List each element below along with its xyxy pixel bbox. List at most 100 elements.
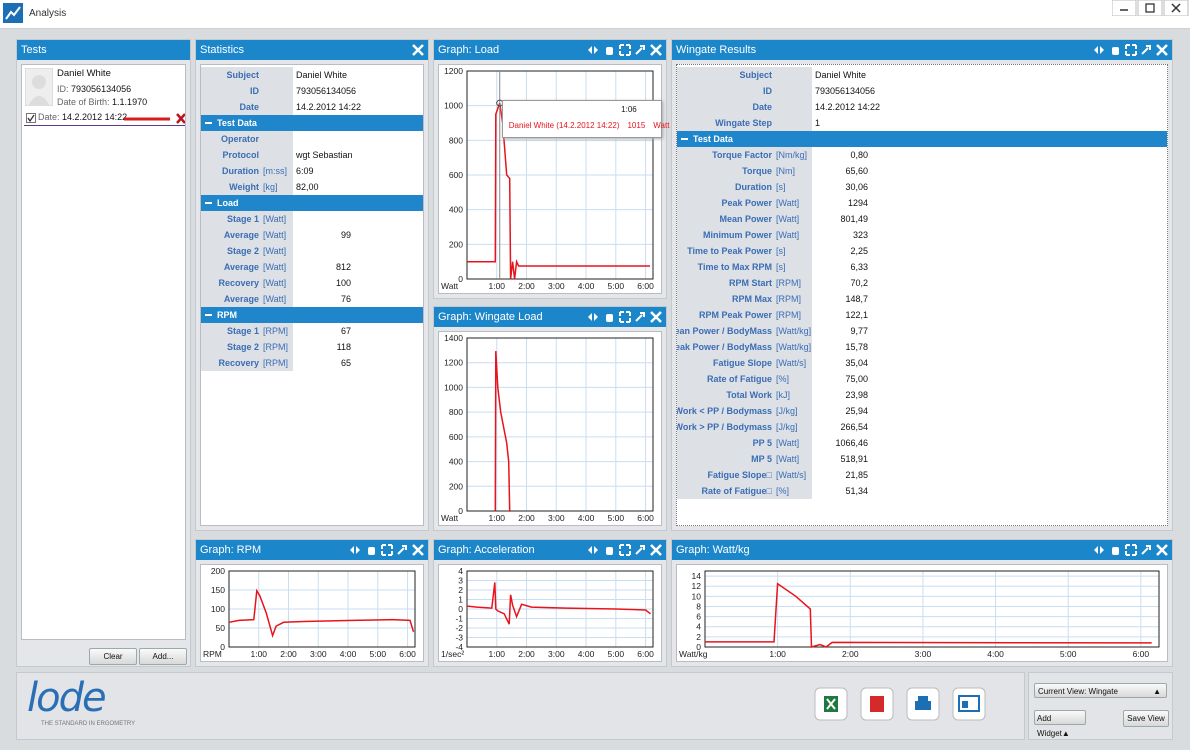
y-tick-label: 1000: [444, 382, 463, 392]
y-tick-label: 1000: [444, 101, 463, 111]
y-tick-label: 12: [692, 581, 702, 591]
header-icons[interactable]: [411, 43, 425, 57]
icon: [368, 547, 375, 555]
row-value: 801,49: [812, 211, 868, 227]
window-title: Analysis: [29, 8, 66, 19]
y-tick-label: 10: [692, 591, 702, 601]
header-icons[interactable]: [587, 543, 663, 557]
row-label: Stage 1: [227, 323, 259, 339]
row-unit: [s]: [776, 243, 786, 259]
icon: [1112, 547, 1119, 555]
save-view-button[interactable]: Save View: [1123, 710, 1169, 727]
row-label: ID: [763, 83, 772, 99]
icon: [606, 47, 613, 55]
y-tick-label: 2: [696, 632, 701, 642]
table-row: Recovery[RPM]65: [201, 355, 423, 371]
icon: [620, 545, 630, 555]
app-icon: [3, 3, 23, 23]
row-label: Time to Peak Power: [687, 243, 772, 259]
header-icons[interactable]: [587, 43, 663, 57]
row-label: PP 5: [753, 435, 772, 451]
test-color-delete[interactable]: [124, 113, 186, 125]
table-row: Duration[m:ss]6:09: [201, 163, 423, 179]
y-tick-label: 0: [458, 274, 463, 284]
graph-panel: Graph: RPM1:002:003:004:005:006:00050100…: [195, 539, 429, 667]
row-unit: [Watt/kg]: [776, 323, 811, 339]
export-buttons[interactable]: [814, 687, 989, 721]
add-button[interactable]: Add...: [139, 648, 187, 665]
label-cell: Work > PP / Bodymass[J/kg]: [677, 419, 812, 435]
table-row: Weight[kg]82,00: [201, 179, 423, 195]
y-tick-label: 800: [449, 135, 463, 145]
row-value: 100: [293, 275, 351, 291]
x-tick-label: 4:00: [578, 513, 595, 523]
row-unit: [s]: [776, 179, 786, 195]
table-row: Recovery[Watt]100: [201, 275, 423, 291]
row-value: 1066,46: [812, 435, 868, 451]
x-tick-label: 2:00: [280, 649, 297, 659]
y-tick-label: 8: [696, 601, 701, 611]
icon: [382, 545, 392, 555]
window-controls[interactable]: [1112, 0, 1190, 16]
label-cell: Stage 2[RPM]: [201, 339, 293, 355]
icon: [588, 46, 598, 54]
label-cell: MP 5[Watt]: [677, 451, 812, 467]
section-header: RPM: [201, 307, 423, 323]
graph-body: 1:002:003:004:005:006:00050100150200RPM: [200, 564, 424, 662]
row-unit: [Watt/s]: [776, 467, 806, 483]
header-icons[interactable]: [349, 543, 425, 557]
table-row: Mean Power[Watt]801,49: [677, 211, 1167, 227]
panel-title: Graph: Wingate Load: [434, 307, 666, 327]
y-tick-label: 200: [211, 566, 225, 576]
view-dropdown[interactable]: Current View: Wingate▲: [1034, 683, 1167, 698]
panel-title: Graph: RPM: [196, 540, 428, 560]
table-row: Duration[s]30,06: [677, 179, 1167, 195]
y-tick-label: 100: [211, 604, 225, 614]
x-tick-label: 5:00: [608, 649, 625, 659]
row-value: 793056134056: [815, 83, 875, 99]
label-cell: Time to Max RPM[s]: [677, 259, 812, 275]
label-cell: Operator: [201, 131, 293, 147]
icon: [620, 45, 630, 55]
test-date: Date: 14.2.2012 14:22: [38, 112, 127, 122]
graph-title: Graph: Watt/kg: [676, 544, 750, 556]
row-unit: [Watt]: [263, 227, 286, 243]
row-value: Daniel White: [815, 67, 866, 83]
label-cell: ID: [201, 83, 293, 99]
y-tick-label: -2: [455, 623, 463, 633]
x-tick-label: 5:00: [370, 649, 387, 659]
collapse-icon: [205, 202, 212, 204]
row-value: 99: [293, 227, 351, 243]
section-title: RPM: [217, 307, 237, 323]
test-entry[interactable]: Date: 14.2.2012 14:22: [24, 111, 186, 126]
row-label: Wingate Step: [715, 115, 772, 131]
close-icon: [651, 545, 661, 555]
header-icons[interactable]: [1093, 43, 1169, 57]
icon: [398, 546, 406, 554]
x-tick-label: 2:00: [518, 513, 535, 523]
table-row: Time to Max RPM[s]6,33: [677, 259, 1167, 275]
checkbox[interactable]: [26, 113, 36, 123]
data-line: [705, 584, 1152, 647]
row-unit: [kg]: [263, 179, 278, 195]
y-tick-label: 6: [696, 612, 701, 622]
add-widget-button[interactable]: Add Widget▲: [1034, 710, 1086, 725]
y-tick-label: 3: [458, 576, 463, 586]
x-tick-label: 6:00: [637, 281, 654, 291]
unit-label: RPM: [203, 649, 222, 659]
graph-body: 1:002:003:004:005:006:000200400600800100…: [438, 64, 662, 294]
header-icons[interactable]: [587, 310, 663, 324]
row-value: 21,85: [812, 467, 868, 483]
id-label: ID:: [57, 84, 69, 94]
row-label: Rate of Fatigue□: [702, 483, 772, 499]
graph-title: Graph: Acceleration: [438, 544, 535, 556]
row-unit: [s]: [776, 259, 786, 275]
table-row: Torque Factor[Nm/kg]0,80: [677, 147, 1167, 163]
label-cell: Average[Watt]: [201, 291, 293, 307]
label-cell: Mean Power / BodyMass[Watt/kg]: [677, 323, 812, 339]
table-row: Date14.2.2012 14:22: [201, 99, 423, 115]
section-title: Test Data: [217, 115, 257, 131]
panel-title: Graph: Watt/kg: [672, 540, 1172, 560]
clear-button[interactable]: Clear: [89, 648, 137, 665]
header-icons[interactable]: [1093, 543, 1169, 557]
